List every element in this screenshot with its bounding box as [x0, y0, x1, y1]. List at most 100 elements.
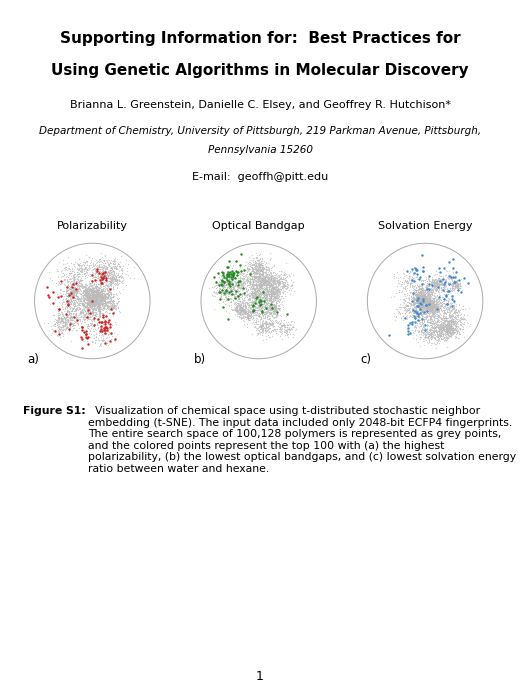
Point — [70, 322, 78, 333]
Point — [439, 328, 447, 339]
Point — [449, 319, 458, 330]
Point — [235, 293, 243, 304]
Point — [425, 305, 434, 316]
Point — [415, 280, 423, 291]
Point — [218, 279, 227, 290]
Point — [85, 296, 93, 307]
Point — [267, 290, 276, 301]
Point — [427, 333, 435, 344]
Point — [63, 312, 72, 323]
Point — [68, 263, 76, 274]
Point — [413, 294, 421, 305]
Point — [231, 300, 240, 311]
Point — [454, 304, 462, 316]
Point — [263, 325, 271, 336]
Point — [253, 274, 261, 285]
Point — [239, 301, 248, 312]
Point — [265, 299, 274, 310]
Point — [422, 285, 430, 296]
Point — [68, 284, 76, 295]
Point — [262, 326, 270, 337]
Point — [416, 291, 424, 302]
Point — [455, 282, 463, 293]
Point — [439, 279, 448, 290]
Point — [280, 319, 288, 330]
Point — [65, 312, 73, 323]
Point — [413, 305, 422, 316]
Point — [438, 310, 447, 321]
Point — [407, 293, 415, 304]
Point — [411, 300, 420, 312]
Point — [103, 256, 111, 267]
Point — [89, 286, 97, 297]
Point — [102, 280, 111, 291]
Point — [220, 275, 228, 286]
Point — [262, 323, 270, 334]
Point — [445, 286, 453, 297]
Point — [90, 269, 99, 280]
Point — [410, 307, 418, 318]
Point — [224, 274, 232, 285]
Point — [59, 293, 67, 304]
Point — [271, 305, 279, 316]
Point — [431, 298, 439, 309]
Point — [263, 299, 271, 310]
Point — [406, 277, 414, 288]
Point — [252, 281, 261, 292]
Point — [428, 315, 437, 326]
Point — [444, 325, 452, 336]
Point — [57, 314, 65, 325]
Point — [250, 274, 258, 285]
Point — [277, 290, 285, 302]
Point — [438, 278, 446, 289]
Point — [218, 280, 227, 291]
Point — [229, 275, 238, 286]
Point — [433, 284, 441, 295]
Point — [81, 312, 89, 323]
Point — [73, 298, 82, 309]
Point — [448, 323, 456, 334]
Point — [412, 307, 420, 318]
Point — [220, 292, 229, 303]
Point — [90, 306, 99, 317]
Point — [411, 280, 419, 291]
Point — [86, 285, 95, 296]
Point — [94, 293, 102, 304]
Point — [70, 272, 79, 284]
Point — [251, 297, 259, 308]
Point — [62, 262, 70, 273]
Point — [75, 298, 84, 309]
Point — [104, 318, 112, 330]
Point — [257, 261, 265, 272]
Point — [258, 284, 266, 295]
Point — [74, 260, 83, 272]
Point — [111, 274, 119, 286]
Point — [258, 294, 267, 305]
Point — [275, 276, 283, 288]
Point — [438, 312, 447, 323]
Point — [414, 307, 422, 318]
Point — [94, 300, 102, 311]
Point — [424, 270, 433, 281]
Point — [79, 302, 87, 313]
Point — [227, 276, 235, 288]
Point — [57, 278, 65, 289]
Point — [66, 290, 74, 301]
Point — [97, 290, 105, 302]
Point — [423, 293, 431, 304]
Point — [452, 279, 461, 290]
Point — [97, 263, 106, 274]
Point — [455, 307, 463, 318]
Point — [251, 275, 259, 286]
Point — [74, 267, 83, 278]
Point — [267, 289, 276, 300]
Point — [85, 321, 94, 332]
Point — [413, 284, 421, 295]
Point — [440, 304, 448, 315]
Point — [291, 324, 300, 335]
Point — [96, 291, 105, 302]
Point — [422, 291, 431, 302]
Point — [243, 309, 251, 321]
Point — [424, 329, 433, 340]
Point — [439, 323, 448, 335]
